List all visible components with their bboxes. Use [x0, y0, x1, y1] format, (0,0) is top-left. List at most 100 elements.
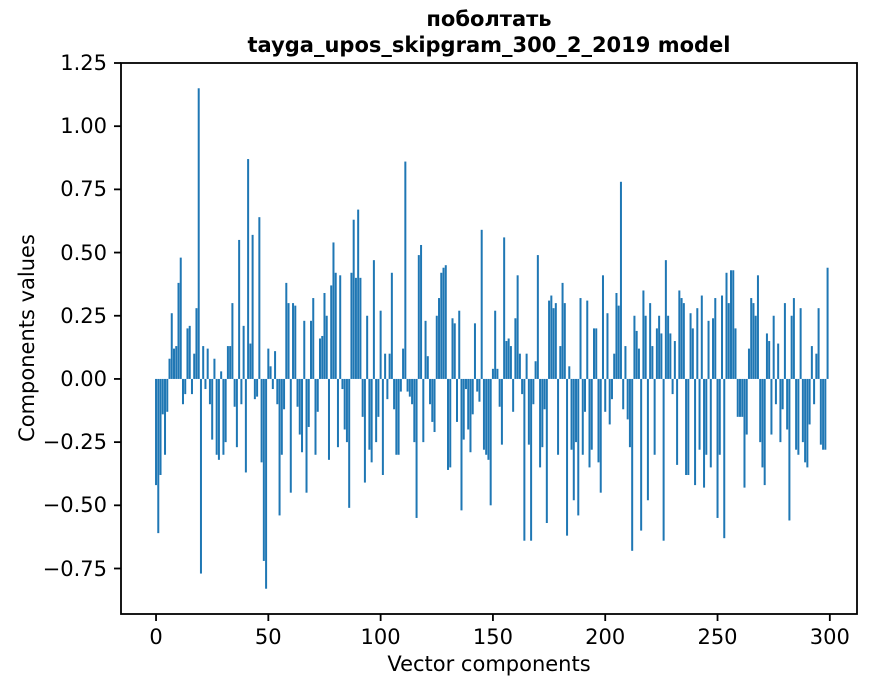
bar [235, 378, 238, 448]
y-tick-label: −0.50 [42, 493, 107, 518]
bar [458, 310, 461, 379]
bar [404, 161, 407, 379]
x-tick-label: 100 [360, 625, 401, 649]
bar [312, 298, 315, 379]
bar [321, 335, 324, 379]
bar [777, 343, 780, 379]
bar [377, 378, 380, 417]
bar [637, 348, 640, 379]
bar [527, 378, 530, 445]
bar [168, 358, 171, 379]
bar [289, 378, 292, 493]
y-tick-label: 0.25 [60, 303, 107, 328]
bar [628, 378, 631, 448]
bar [516, 275, 519, 379]
bar [449, 378, 452, 468]
y-tick-label: −0.25 [42, 430, 107, 455]
bar [359, 277, 362, 379]
bar [691, 328, 694, 379]
bar [671, 378, 674, 395]
bar [327, 378, 330, 460]
bar [491, 368, 494, 379]
bar [503, 237, 506, 379]
bar [507, 338, 510, 379]
bar [532, 378, 535, 405]
bar [563, 303, 566, 379]
bar [653, 378, 656, 455]
bar [271, 378, 274, 390]
bar [534, 361, 537, 379]
bar [164, 378, 167, 455]
bar [512, 378, 515, 412]
bar [619, 181, 622, 379]
bar [433, 378, 436, 433]
bar [190, 378, 193, 395]
bar [215, 378, 218, 455]
bar [676, 378, 679, 465]
bar [631, 378, 634, 551]
plot-frame [120, 62, 858, 615]
bar [265, 378, 268, 589]
bar [307, 378, 310, 427]
bar [584, 378, 587, 412]
bar [561, 282, 564, 379]
bar [370, 378, 373, 463]
bar [301, 378, 304, 453]
bar [462, 378, 465, 440]
bar [581, 378, 584, 455]
bar [747, 348, 750, 379]
bar [422, 378, 425, 443]
chart-title-line1: поболтать [426, 7, 552, 31]
bar [500, 378, 503, 445]
bar [700, 295, 703, 379]
bar [745, 378, 748, 435]
bar [750, 298, 753, 379]
bar [393, 378, 396, 410]
bar [559, 346, 562, 379]
bar [741, 378, 744, 417]
bar [213, 358, 216, 379]
bar [595, 328, 598, 379]
bar [384, 353, 387, 379]
bar [188, 325, 191, 379]
bar [276, 378, 279, 405]
bar [222, 378, 225, 455]
bar [179, 257, 182, 379]
bar [518, 353, 521, 379]
bar [485, 378, 488, 455]
bar [521, 378, 524, 395]
bar [783, 303, 786, 379]
x-tick-label: 200 [585, 625, 626, 649]
x-tick-label: 300 [809, 625, 850, 649]
bar [718, 378, 721, 455]
bar [644, 315, 647, 379]
bar [642, 290, 645, 379]
bar [278, 378, 281, 516]
bar [395, 378, 398, 455]
bar [186, 328, 189, 379]
bar [752, 303, 755, 379]
bar [586, 300, 589, 379]
bar [658, 315, 661, 379]
bar [694, 378, 697, 486]
bar [649, 303, 652, 379]
bar [429, 378, 432, 405]
bar [759, 378, 762, 443]
bar [249, 343, 252, 379]
bar [251, 234, 254, 379]
bar [231, 303, 234, 379]
x-tick-label: 0 [149, 625, 163, 649]
bar [260, 378, 263, 463]
bar [350, 272, 353, 379]
bar [819, 378, 822, 445]
bar [318, 338, 321, 379]
bar [709, 378, 712, 468]
bar [667, 315, 670, 379]
bar [253, 378, 256, 400]
bar [296, 378, 299, 407]
bar [781, 378, 784, 410]
bar [655, 328, 658, 379]
bar [217, 378, 220, 460]
bar [256, 378, 259, 397]
